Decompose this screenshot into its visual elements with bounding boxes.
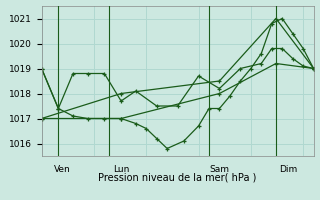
Text: Ven: Ven [54,165,71,174]
Text: Lun: Lun [113,165,129,174]
Text: Sam: Sam [210,165,229,174]
Text: Dim: Dim [279,165,298,174]
X-axis label: Pression niveau de la mer( hPa ): Pression niveau de la mer( hPa ) [99,173,257,183]
